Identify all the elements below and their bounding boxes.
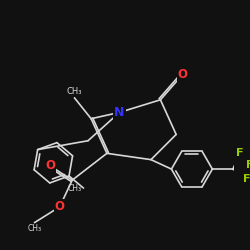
Text: N: N xyxy=(114,106,125,119)
Text: CH₃: CH₃ xyxy=(28,224,42,233)
Text: O: O xyxy=(55,200,65,213)
Text: O: O xyxy=(178,68,188,81)
Text: F: F xyxy=(236,148,244,158)
Text: F: F xyxy=(246,160,250,170)
Text: F: F xyxy=(243,174,250,184)
Text: CH₃: CH₃ xyxy=(67,87,82,96)
Text: O: O xyxy=(45,160,55,172)
Text: CH₃: CH₃ xyxy=(68,184,82,192)
